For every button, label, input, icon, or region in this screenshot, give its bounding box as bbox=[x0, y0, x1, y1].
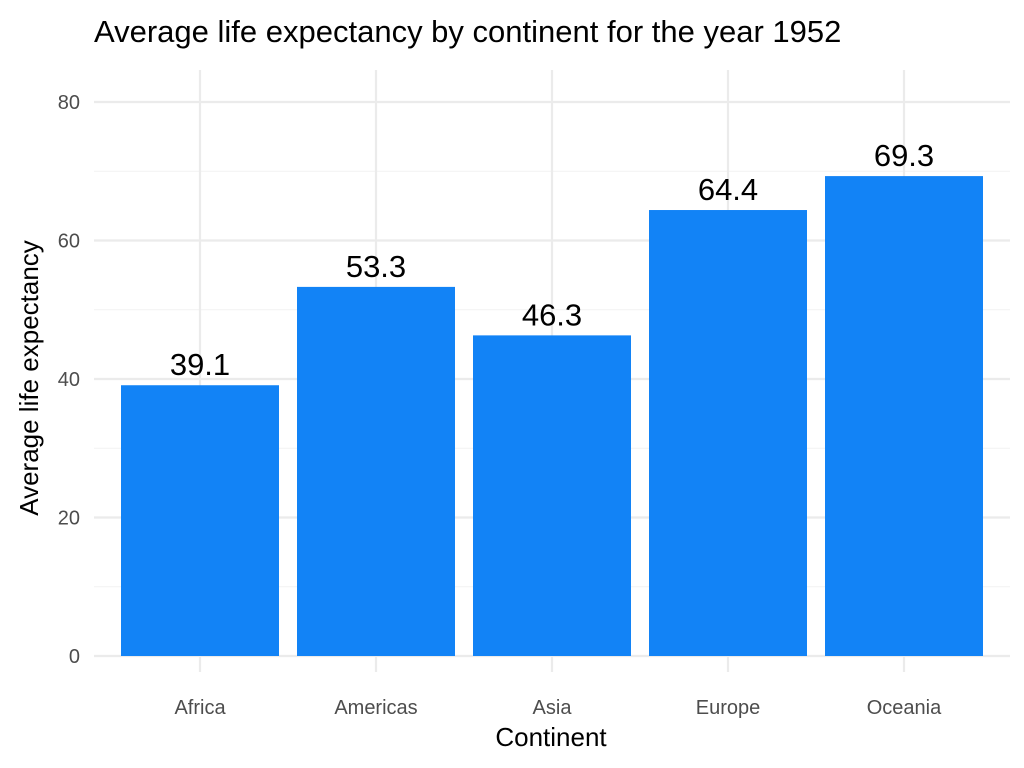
x-axis-title: Continent bbox=[495, 722, 607, 752]
bar-asia bbox=[473, 335, 631, 656]
bar-oceania bbox=[825, 176, 983, 656]
y-tick-label: 60 bbox=[58, 231, 80, 253]
x-axis-ticks: Africa Americas Asia Europe Oceania bbox=[174, 697, 942, 719]
data-labels: 39.1 53.3 46.3 64.4 69.3 bbox=[170, 138, 934, 382]
x-tick-label: Europe bbox=[696, 697, 761, 719]
x-tick-label: Oceania bbox=[867, 697, 942, 719]
y-tick-label: 0 bbox=[69, 646, 80, 668]
y-axis-title: Average life expectancy bbox=[14, 240, 44, 516]
x-tick-label: Asia bbox=[533, 697, 573, 719]
data-label-oceania: 69.3 bbox=[874, 138, 934, 173]
y-tick-label: 80 bbox=[58, 92, 80, 114]
data-label-africa: 39.1 bbox=[170, 347, 230, 382]
x-tick-label: Africa bbox=[174, 697, 226, 719]
data-label-asia: 46.3 bbox=[522, 297, 582, 332]
y-axis-ticks: 0 20 40 60 80 bbox=[58, 92, 80, 668]
chart-title: Average life expectancy by continent for… bbox=[94, 14, 841, 49]
data-label-americas: 53.3 bbox=[346, 249, 406, 284]
bars bbox=[121, 176, 983, 656]
bar-americas bbox=[297, 286, 455, 656]
y-tick-label: 40 bbox=[58, 369, 80, 391]
bar-africa bbox=[121, 385, 279, 656]
bar-europe bbox=[649, 210, 807, 656]
data-label-europe: 64.4 bbox=[698, 172, 758, 207]
y-tick-label: 20 bbox=[58, 508, 80, 530]
x-tick-label: Americas bbox=[334, 697, 417, 719]
